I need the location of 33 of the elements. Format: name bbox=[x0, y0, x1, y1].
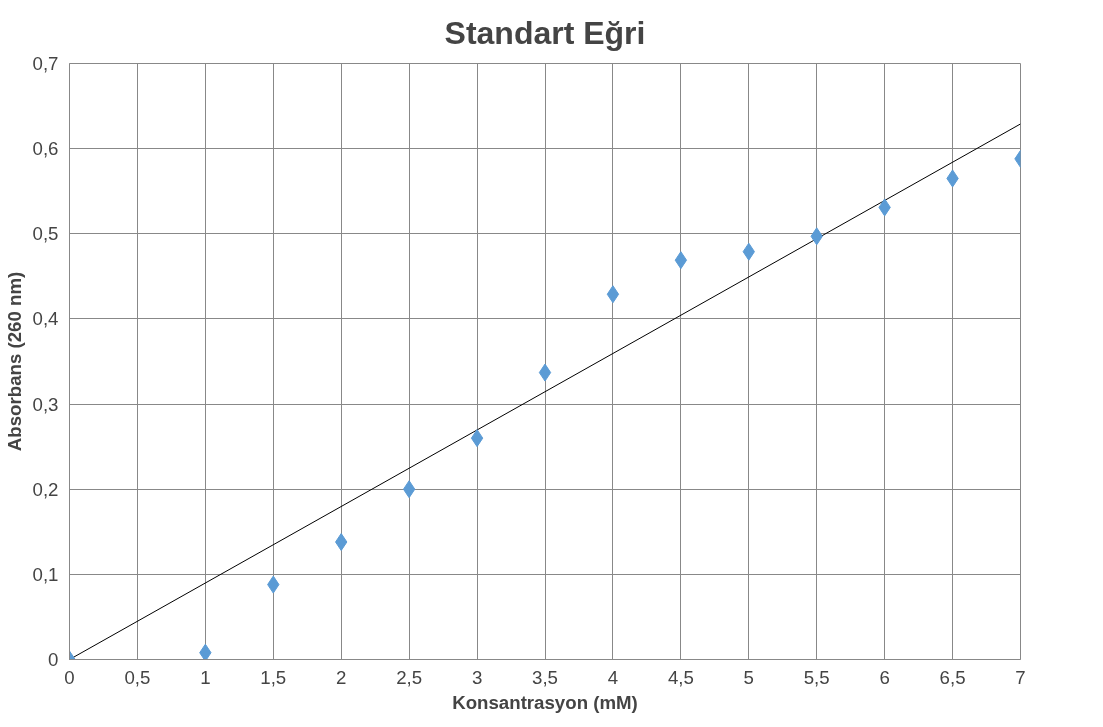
point bbox=[674, 251, 688, 270]
x-tick-label: 3,5 bbox=[532, 666, 558, 688]
x-tick-label: 5,5 bbox=[803, 666, 830, 688]
point bbox=[199, 643, 212, 660]
x-tick-label: 4,5 bbox=[667, 666, 694, 688]
point bbox=[606, 285, 620, 304]
x-tick-label: 1,5 bbox=[260, 666, 287, 688]
x-tick-label: 7 bbox=[1015, 666, 1026, 688]
x-tick-label: 6 bbox=[879, 666, 890, 688]
point bbox=[538, 363, 552, 382]
y-tick-label: 0,4 bbox=[32, 308, 59, 330]
x-tick-label: 4 bbox=[607, 666, 619, 688]
point bbox=[402, 480, 416, 499]
x-tick-label: 0,5 bbox=[124, 666, 151, 688]
x-tick-label: 0 bbox=[64, 666, 75, 688]
x-tick-label: 6,5 bbox=[939, 666, 966, 688]
x-tick-label: 5 bbox=[743, 666, 754, 688]
y-tick-label: 0,2 bbox=[32, 478, 59, 500]
point bbox=[470, 429, 484, 448]
y-tick-label: 0,5 bbox=[32, 223, 59, 245]
x-tick-label: 2,5 bbox=[396, 666, 423, 688]
x-tick-label: 2 bbox=[336, 666, 347, 688]
y-tick-label: 0,7 bbox=[32, 53, 59, 74]
point bbox=[335, 533, 348, 551]
y-tick-label: 0,1 bbox=[32, 563, 59, 585]
y-axis-title: Absorbans (260 nm) bbox=[3, 271, 25, 452]
x-axis-title: Konsantrasyon (mM) bbox=[452, 691, 638, 713]
chart-title: Standart Eğri bbox=[444, 15, 646, 51]
y-tick-label: 0,3 bbox=[32, 393, 59, 415]
y-tick-label: 0,6 bbox=[32, 138, 59, 160]
y-tick-label: 0 bbox=[48, 649, 59, 670]
x-tick-label: 3 bbox=[471, 666, 483, 688]
x-tick-label: 1 bbox=[200, 666, 211, 688]
